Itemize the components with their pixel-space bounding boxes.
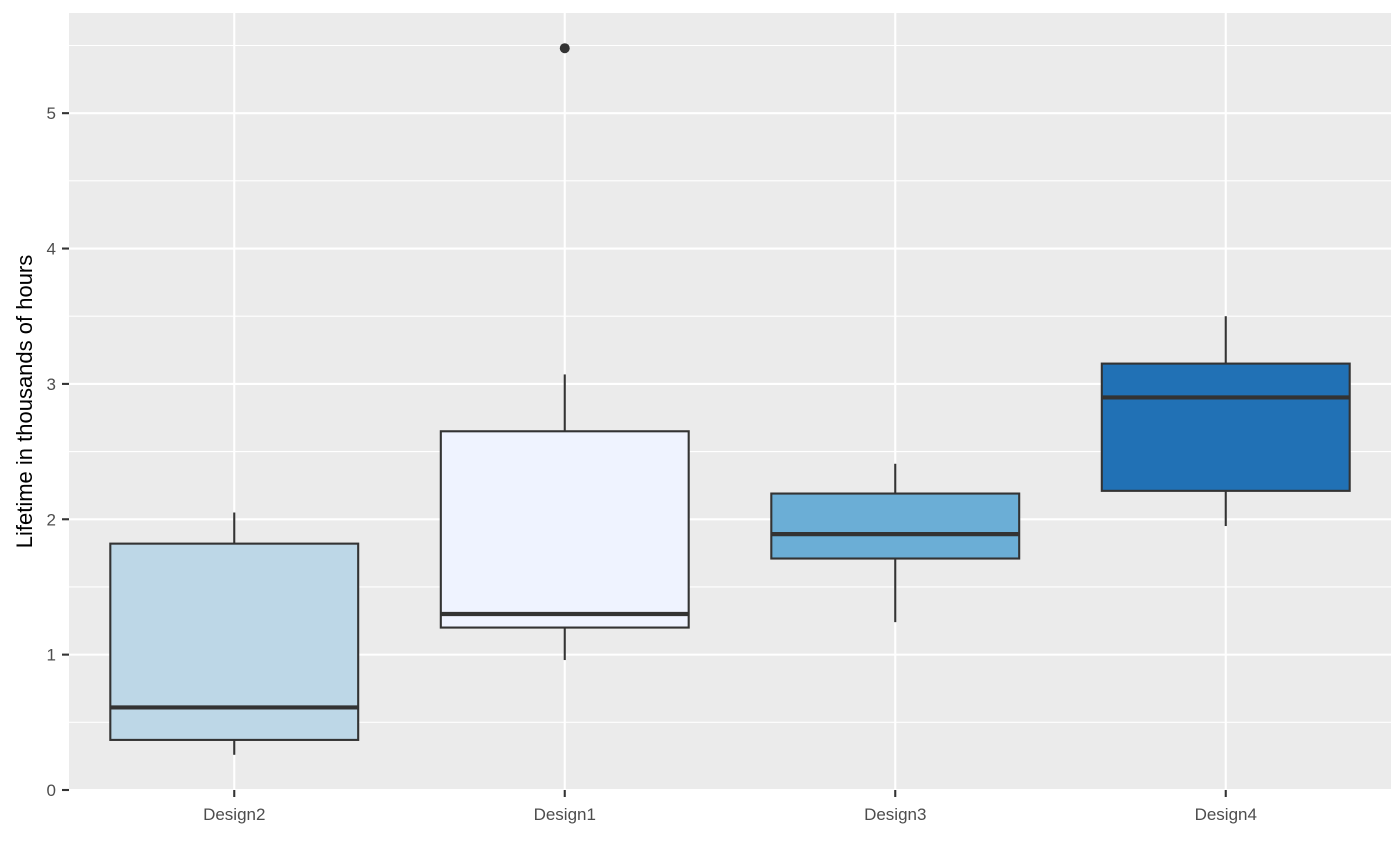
x-tick-label: Design2 — [203, 805, 265, 824]
y-axis-title: Lifetime in thousands of hours — [12, 255, 37, 549]
x-tick-label: Design1 — [534, 805, 596, 824]
boxes — [109, 43, 1351, 755]
box-body — [770, 492, 1021, 560]
y-tick-label: 5 — [47, 104, 56, 123]
y-tick-label: 4 — [47, 240, 56, 259]
box-body — [439, 430, 690, 629]
box-design1 — [439, 43, 690, 661]
y-axis: 0 1 2 3 4 5 — [47, 104, 69, 800]
y-tick-label: 0 — [47, 781, 56, 800]
outlier-point — [559, 43, 570, 54]
y-tick-label: 2 — [47, 510, 56, 529]
x-axis: Design2 Design1 Design3 Design4 — [203, 790, 1257, 824]
box-body — [109, 542, 360, 741]
box-design3 — [770, 463, 1021, 623]
y-tick-label: 1 — [47, 646, 56, 665]
box-design2 — [109, 512, 360, 755]
box-body — [1100, 362, 1351, 492]
box-design4 — [1100, 316, 1351, 527]
x-tick-label: Design4 — [1195, 805, 1257, 824]
x-tick-label: Design3 — [864, 805, 926, 824]
y-tick-label: 3 — [47, 375, 56, 394]
